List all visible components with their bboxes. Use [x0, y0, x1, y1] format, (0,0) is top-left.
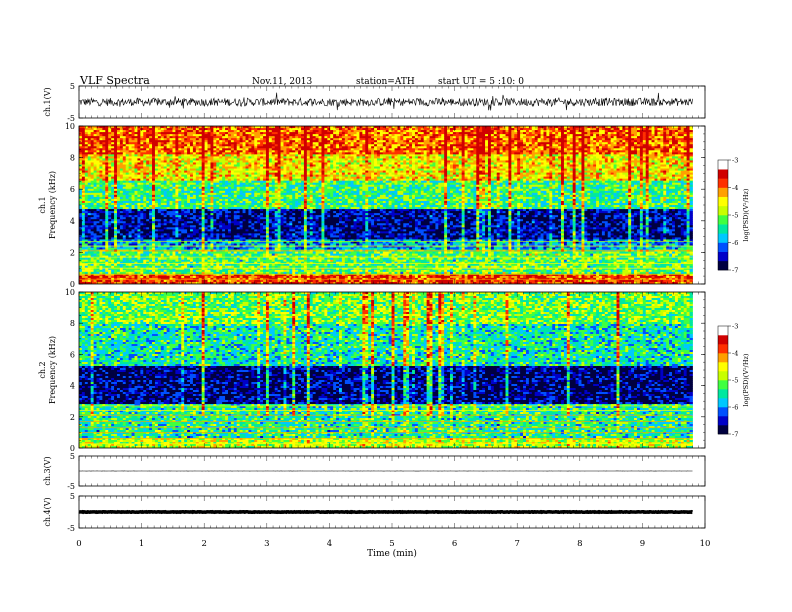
colorbar-segment — [718, 389, 728, 399]
colorbar-segment — [718, 335, 728, 345]
x-tick-label: 4 — [327, 539, 332, 549]
colorbar-segment — [718, 187, 728, 197]
y-axis-label: ch.4(V) — [43, 497, 52, 526]
station-label: station=ATH — [356, 77, 415, 87]
axis-ticks — [78, 85, 706, 529]
y-tick-label: -5 — [67, 114, 75, 123]
x-tick-label: 10 — [700, 539, 711, 549]
colorbar-segment — [718, 215, 728, 225]
y-tick-label: 0 — [70, 444, 75, 453]
y-tick-label: 0 — [70, 280, 75, 289]
y-axis-label: ch.1(V) — [43, 87, 52, 116]
colorbar-segment — [718, 362, 728, 372]
colorbar-label: log(PSD)(V²/Hz) — [742, 353, 750, 406]
colorbar-segment — [718, 251, 728, 262]
colorbar-label: log(PSD)(V²/Hz) — [742, 188, 750, 241]
colorbar-segment — [718, 242, 728, 252]
y-tick-label: 2 — [70, 248, 75, 257]
colorbar-segment — [718, 425, 728, 435]
y-axis-label: Frequency (kHz) — [48, 171, 57, 239]
colorbar-segment — [718, 407, 728, 417]
x-tick-label: 7 — [514, 539, 519, 549]
colorbar-segment — [718, 160, 728, 170]
colorbar-segment — [718, 178, 728, 188]
colorbar-segment — [718, 326, 728, 336]
colorbar-tick-label: -6 — [732, 239, 738, 247]
ch1-spectrogram-heatmap — [79, 126, 705, 284]
colorbars: -3 -4 -5 -6 -7 log(PSD)(V²/Hz) -3 -4 -5 -6 -7 log(P… — [717, 157, 750, 439]
y-tick-label: 4 — [70, 217, 75, 226]
y-tick-label: 10 — [65, 122, 75, 131]
x-tick-label: 9 — [640, 539, 645, 549]
colorbar-tick-label: -7 — [732, 267, 738, 275]
date-label: Nov.11, 2013 — [252, 77, 313, 87]
x-axis-label: Time (min) — [367, 548, 417, 559]
y-axis-label: ch.1 — [38, 196, 47, 213]
x-tick-label: 5 — [389, 539, 394, 549]
y-tick-label: 8 — [70, 154, 75, 163]
colorbar-tick-label: -6 — [732, 404, 738, 412]
colorbar-segment — [718, 196, 728, 207]
y-tick-label: 6 — [70, 185, 75, 194]
y-tick-label: -5 — [67, 482, 75, 491]
colorbar-segment — [718, 380, 728, 390]
y-tick-label: 4 — [70, 382, 75, 391]
y-tick-label: 5 — [70, 82, 75, 91]
colorbar-tick-label: -3 — [732, 157, 738, 165]
x-tick-label: 6 — [452, 539, 457, 549]
colorbar-segment — [718, 416, 728, 426]
ch1-waveform-trace — [78, 92, 693, 111]
colorbar-segment — [718, 344, 728, 354]
x-tick-label: 3 — [264, 539, 269, 549]
y-tick-label: 10 — [65, 288, 75, 297]
x-tick-label: 8 — [577, 539, 582, 549]
y-tick-label: 6 — [70, 350, 75, 359]
y-axis-label: ch.3(V) — [43, 456, 52, 485]
y-tick-label: 8 — [70, 319, 75, 328]
colorbar-segment — [718, 169, 728, 179]
colorbar-segment — [718, 353, 728, 363]
y-tick-label: 2 — [70, 413, 75, 422]
colorbar-segment — [718, 398, 728, 408]
colorbar-segment — [718, 205, 728, 216]
start-ut-label: start UT = 5 :10: 0 — [438, 77, 524, 87]
y-axis-label: ch.2 — [38, 361, 47, 378]
x-tick-label: 2 — [201, 539, 206, 549]
waveform-traces — [78, 92, 693, 515]
y-axis-label: Frequency (kHz) — [48, 336, 57, 404]
figure-title: VLF Spectra — [79, 74, 150, 87]
ch2-spectrogram-heatmap — [79, 292, 705, 448]
colorbar-segment — [718, 260, 728, 271]
colorbar-segment — [718, 224, 728, 234]
colorbar-segment — [718, 233, 728, 243]
y-tick-label: 5 — [70, 452, 75, 461]
colorbar-tick-label: -5 — [732, 377, 738, 385]
colorbar-tick-label: -7 — [732, 431, 738, 439]
colorbar-tick-label: -3 — [732, 323, 738, 331]
colorbar-tick-label: -4 — [732, 184, 738, 192]
y-tick-label: -5 — [67, 524, 75, 533]
y-tick-label: 5 — [70, 492, 75, 501]
colorbar-tick-label: -4 — [732, 350, 738, 358]
x-tick-label: 0 — [76, 539, 81, 549]
colorbar-tick-label: -5 — [732, 212, 738, 220]
x-tick-label: 1 — [139, 539, 144, 549]
colorbar-segment — [718, 371, 728, 381]
